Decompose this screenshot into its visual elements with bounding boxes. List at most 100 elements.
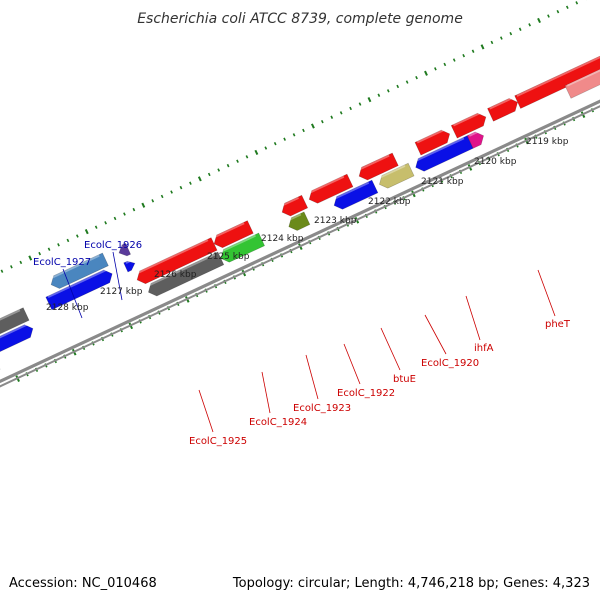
scale-tick: [377, 93, 381, 97]
gene-arrow: [514, 55, 600, 109]
gene-highlight: [566, 69, 600, 87]
gene-arrow: [50, 252, 109, 289]
scale-tick: [10, 265, 13, 269]
kbp-label: 2128 kbp: [46, 303, 89, 313]
scale-tick: [452, 58, 456, 62]
kbp-label: 2119 kbp: [526, 137, 569, 147]
scale-tick: [320, 119, 324, 124]
gene-arrow: [118, 242, 131, 257]
scale-tick: [302, 128, 305, 133]
scale-tick: [123, 212, 126, 216]
scale-tick: [264, 146, 268, 150]
scale-tick: [490, 40, 494, 45]
scale-tick: [28, 255, 33, 261]
gene-arrow: [308, 173, 354, 204]
gene-label: ihfA: [474, 343, 494, 354]
scale-tick: [405, 80, 409, 84]
scale-tick: [537, 17, 541, 24]
scale-tick: [386, 89, 390, 93]
gene-label: pheT: [545, 319, 571, 330]
gene-label: EcolC_1923: [293, 403, 351, 414]
gene-highlight: [0, 309, 21, 321]
scale-tick: [547, 14, 550, 18]
scale-tick: [471, 49, 475, 53]
label-leaders: [62, 251, 556, 433]
scale-tick: [396, 84, 400, 89]
gene-label: btuE: [393, 374, 416, 385]
gene-arrow: [487, 98, 518, 122]
gene-arrow: [415, 135, 474, 172]
gene-arrow: [333, 179, 379, 210]
gene-highlight: [287, 213, 302, 222]
scale-tick: [424, 70, 428, 76]
gene-arrow: [136, 237, 218, 285]
scale-tick: [509, 31, 513, 36]
gene-arrow: [450, 112, 487, 139]
leader-line: [198, 389, 214, 433]
scale-tick: [339, 111, 343, 115]
scale-tick: [330, 115, 334, 119]
leader-line: [424, 314, 447, 355]
gene-highlight: [47, 269, 107, 299]
gene-highlight: [280, 196, 299, 207]
gene-arrow: [220, 232, 265, 263]
scale-tick: [349, 106, 352, 111]
summary-text: Topology: circular; Length: 4,746,218 bp…: [232, 576, 590, 591]
scale-tick: [84, 229, 89, 235]
scale-tick: [151, 199, 155, 203]
scale-tick: [170, 190, 173, 194]
gene-highlight: [49, 254, 100, 280]
leader-line: [261, 371, 271, 414]
scale-tick: [0, 269, 4, 273]
kbp-label: 2121 kbp: [421, 177, 464, 187]
scale-tick: [528, 23, 531, 27]
accession-text: Accession: NC_010468: [9, 576, 157, 591]
gene-highlight: [219, 234, 256, 254]
gene-highlight: [125, 260, 130, 264]
scale-tick: [66, 238, 70, 243]
scale-tick: [104, 221, 107, 225]
scale-tick: [500, 36, 503, 40]
backbone-line: [0, 99, 600, 384]
scale-tick: [141, 202, 146, 208]
scale-tick: [179, 185, 183, 190]
gene-label: EcolC_1926: [84, 240, 142, 251]
kbp-label: 2126 kbp: [154, 270, 197, 280]
scale-tick: [38, 251, 42, 256]
gene-arrow: [213, 220, 254, 249]
gene-label: EcolC_1920: [421, 358, 479, 369]
gene-arrow: [0, 307, 30, 335]
kbp-label: 2124 kbp: [261, 234, 304, 244]
scale-tick: [310, 123, 315, 129]
gene-label: EcolC_1927: [33, 257, 91, 268]
scale-tick: [207, 172, 211, 177]
leader-line: [112, 251, 123, 301]
scale-tick: [292, 133, 296, 137]
scale-tick: [245, 155, 249, 159]
kbp-scale: [0, 0, 595, 382]
scale-tick: [189, 181, 192, 185]
gene-highlight: [468, 131, 478, 137]
gene-highlight: [416, 129, 444, 144]
scale-tick: [367, 97, 372, 103]
leader-line: [62, 268, 83, 319]
kbp-label: 2125 kbp: [207, 252, 250, 262]
leader-line: [305, 354, 319, 400]
scale-tick: [254, 149, 259, 156]
gene-highlight: [332, 181, 370, 201]
gene-arrow: [564, 68, 600, 99]
gene-highlight: [414, 137, 465, 163]
gene-highlight: [489, 97, 512, 110]
leader-line: [380, 327, 401, 371]
scale-tick: [283, 137, 287, 141]
scale-tick: [217, 168, 221, 172]
gene-arrow: [123, 260, 136, 273]
scale-tick: [358, 102, 362, 106]
leader-line: [537, 269, 556, 317]
backbone: [0, 99, 600, 388]
scale-tick: [443, 62, 447, 67]
gene-arrow: [281, 194, 309, 217]
kbp-label: 2123 kbp: [314, 216, 357, 226]
gene-highlight: [357, 154, 390, 171]
